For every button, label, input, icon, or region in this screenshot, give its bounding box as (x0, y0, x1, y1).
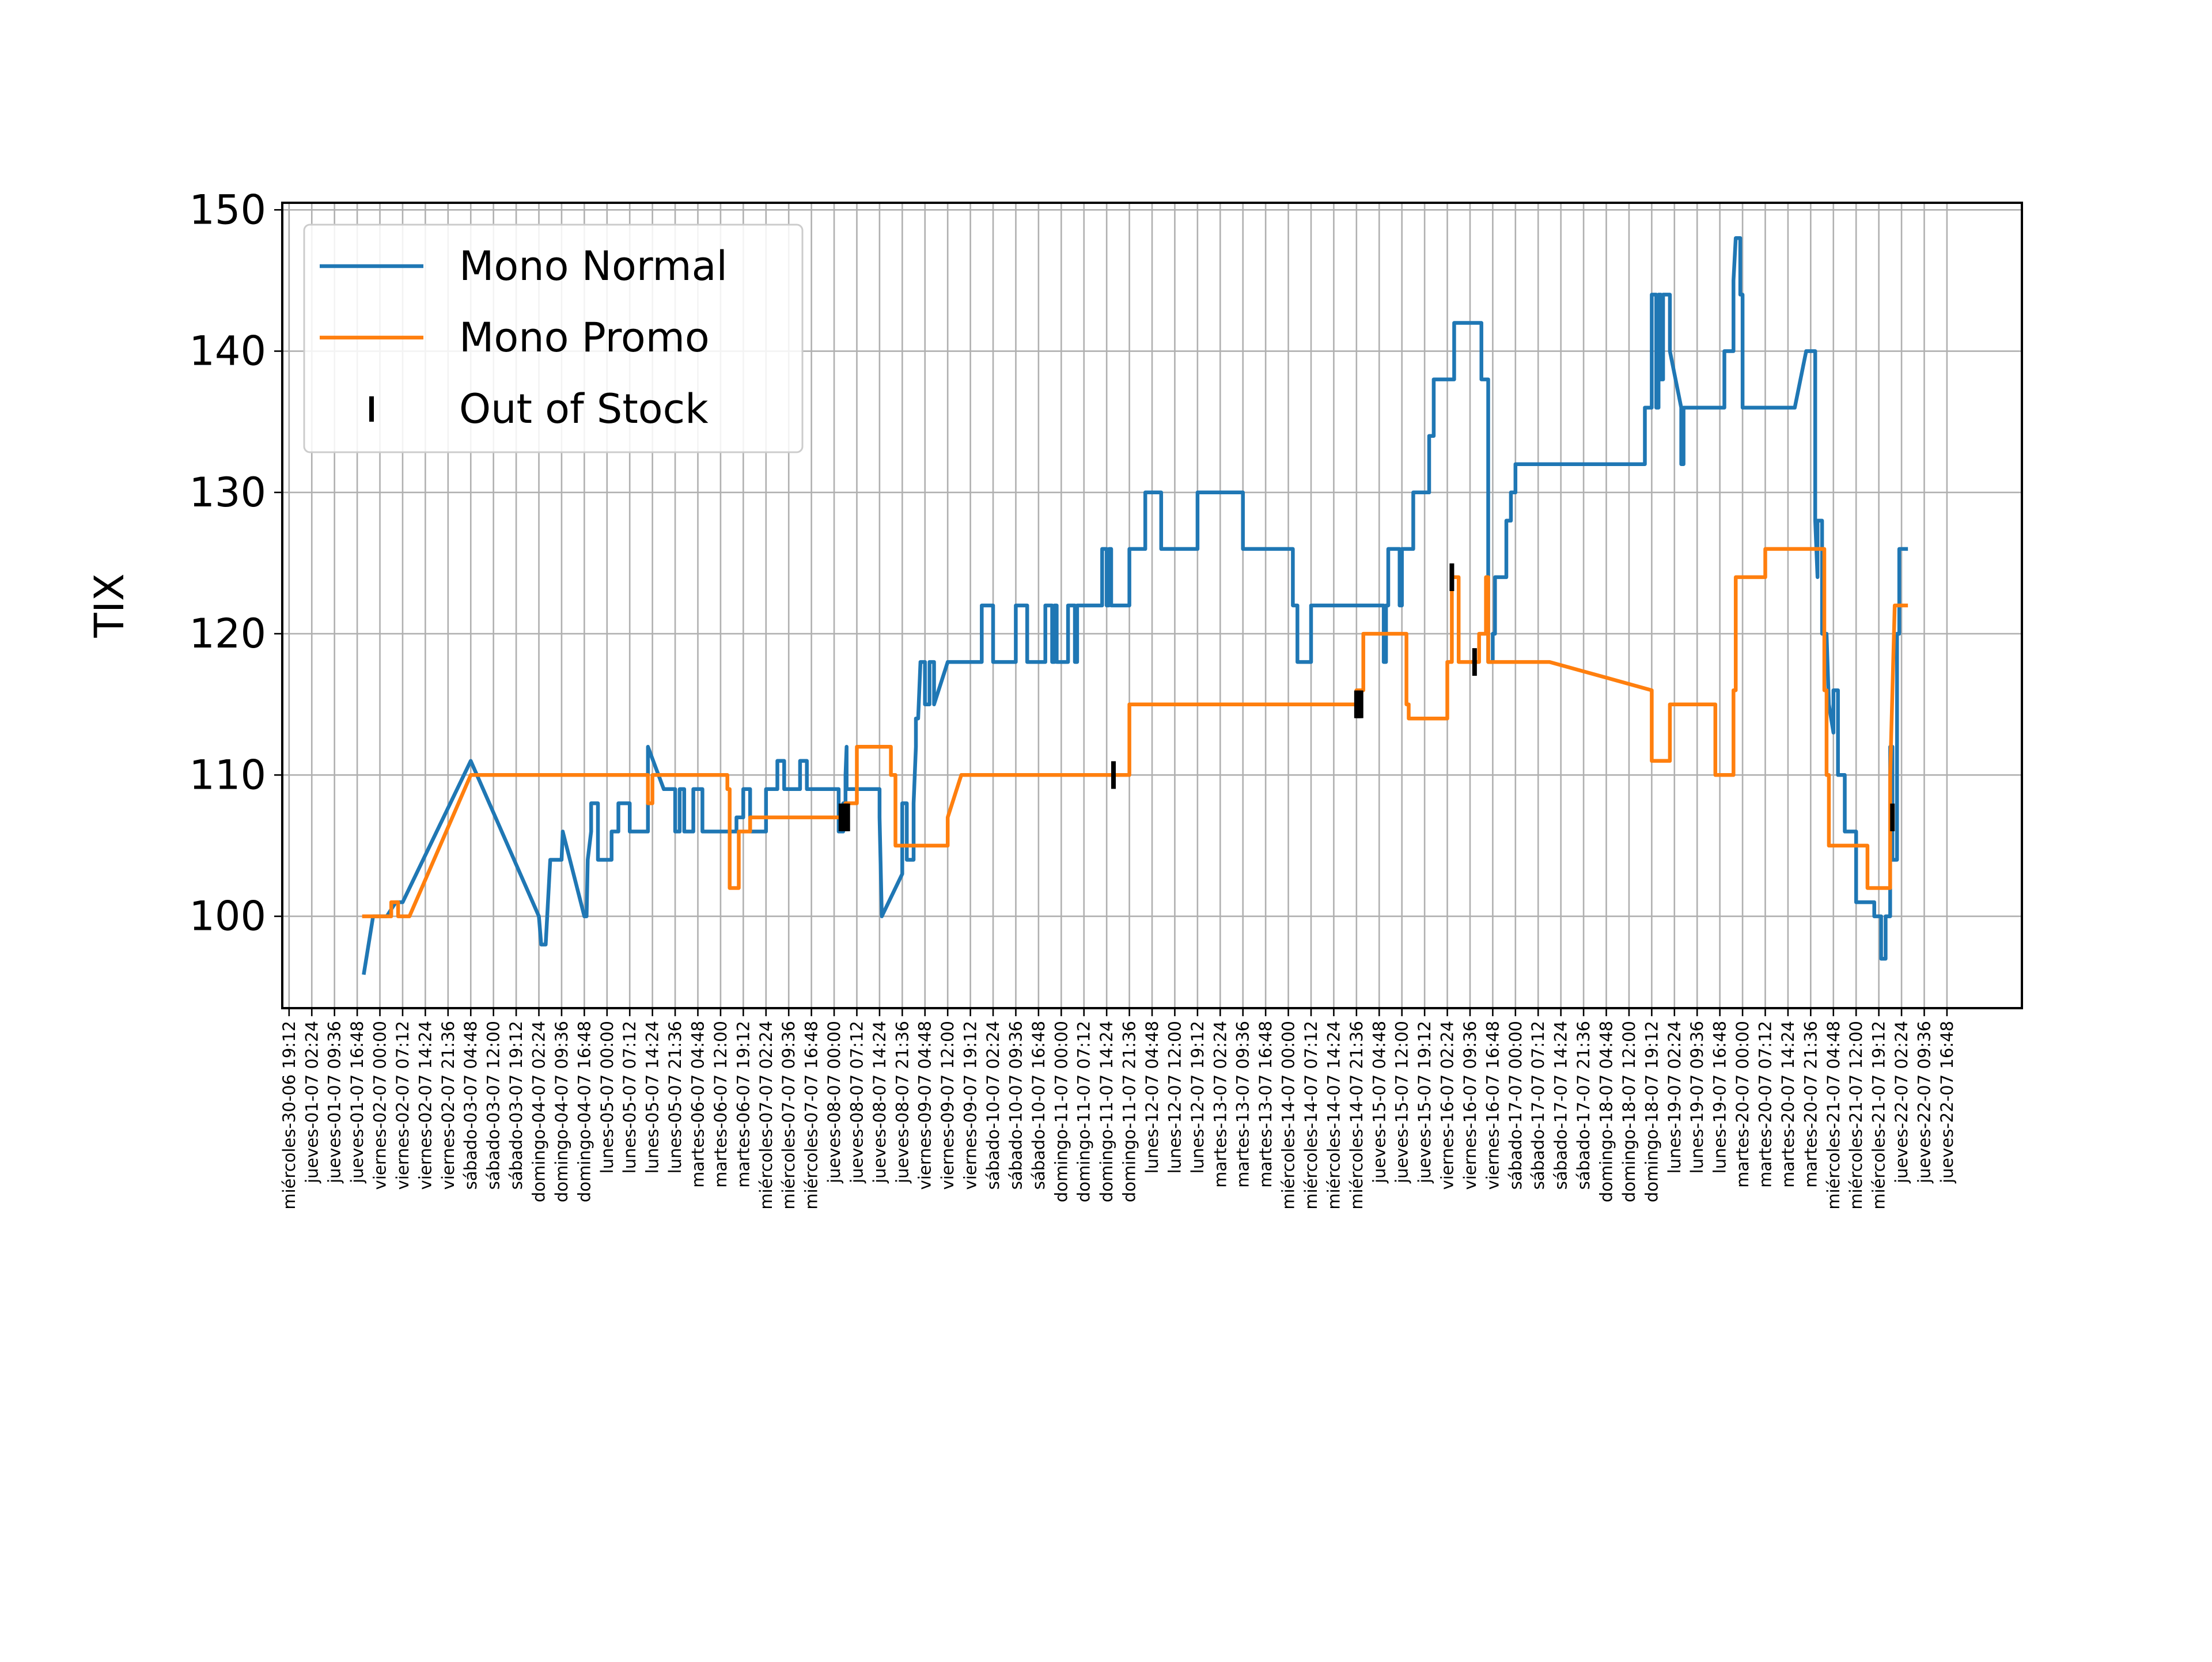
x-tick-label: sábado-10-07 16:48 (1029, 1021, 1048, 1190)
x-tick-label: miércoles-07-07 02:24 (756, 1021, 776, 1210)
x-tick-label: martes-06-07 04:48 (688, 1021, 707, 1188)
x-tick-label: viernes-16-07 09:36 (1460, 1021, 1480, 1190)
x-tick-label: jueves-15-07 04:48 (1369, 1021, 1389, 1184)
x-tick-label: viernes-02-07 21:36 (438, 1021, 458, 1190)
x-tick-label: martes-06-07 19:12 (733, 1021, 753, 1188)
x-tick-label: lunes-19-07 09:36 (1687, 1021, 1707, 1173)
x-tick-label: domingo-04-07 09:36 (552, 1021, 571, 1202)
x-tick-label: domingo-11-07 00:00 (1051, 1021, 1071, 1202)
x-tick-label: domingo-11-07 21:36 (1120, 1021, 1139, 1202)
x-tick-label: lunes-05-07 21:36 (665, 1021, 685, 1173)
x-tick-label: sábado-17-07 00:00 (1506, 1021, 1525, 1190)
x-tick-label: viernes-09-07 19:12 (961, 1021, 980, 1190)
x-tick-label: sábado-17-07 21:36 (1574, 1021, 1593, 1190)
x-tick-label: viernes-02-07 07:12 (393, 1021, 412, 1190)
x-tick-label: lunes-12-07 04:48 (1142, 1021, 1162, 1173)
x-tick-label: jueves-22-07 02:24 (1892, 1021, 1911, 1184)
y-axis: 100 110 120 130 140 150 (189, 186, 282, 940)
x-tick-label: domingo-11-07 07:12 (1074, 1021, 1094, 1202)
x-tick-label: sábado-10-07 02:24 (983, 1021, 1003, 1190)
x-tick-label: miércoles-07-07 09:36 (779, 1021, 798, 1210)
x-tick-label: jueves-01-07 16:48 (347, 1021, 367, 1184)
x-tick-label: lunes-12-07 12:00 (1165, 1021, 1184, 1173)
x-tick-label: martes-20-07 00:00 (1733, 1021, 1752, 1188)
x-tick-label: miércoles-21-07 04:48 (1824, 1021, 1843, 1210)
x-tick-label: sábado-17-07 07:12 (1528, 1021, 1548, 1190)
x-tick-label: sábado-03-07 19:12 (506, 1021, 526, 1190)
x-tick-label: miércoles-30-06 19:12 (279, 1021, 299, 1210)
x-tick-label: sábado-17-07 14:24 (1551, 1021, 1571, 1190)
x-tick-label: viernes-09-07 04:48 (915, 1021, 935, 1190)
legend-label-mono-promo: Mono Promo (459, 314, 710, 361)
y-tick-label: 140 (189, 328, 266, 375)
x-tick-label: domingo-04-07 02:24 (529, 1021, 549, 1202)
x-tick-label: lunes-05-07 07:12 (620, 1021, 639, 1173)
x-tick-label: jueves-01-07 02:24 (302, 1021, 321, 1184)
series-line-mono-promo (362, 547, 1908, 918)
y-tick-label: 130 (189, 469, 266, 516)
x-tick-label: jueves-08-07 07:12 (847, 1021, 866, 1184)
x-tick-label: viernes-02-07 00:00 (370, 1021, 390, 1190)
x-tick-label: sábado-03-07 04:48 (461, 1021, 480, 1190)
x-tick-label: miércoles-14-07 14:24 (1324, 1021, 1343, 1210)
x-tick-label: martes-20-07 14:24 (1778, 1021, 1798, 1188)
x-tick-label: domingo-18-07 04:48 (1597, 1021, 1616, 1202)
x-tick-label: miércoles-21-07 12:00 (1846, 1021, 1866, 1210)
x-tick-label: viernes-09-07 12:00 (938, 1021, 957, 1190)
x-tick-label: lunes-19-07 02:24 (1665, 1021, 1684, 1173)
legend-label-out-of-stock: Out of Stock (459, 385, 709, 433)
x-axis: miércoles-30-06 19:12 jueves-01-07 02:24 j… (279, 1008, 1957, 1210)
x-tick-label: martes-13-07 02:24 (1210, 1021, 1230, 1188)
x-tick-label: miércoles-21-07 19:12 (1869, 1021, 1889, 1210)
x-tick-label: martes-06-07 12:00 (711, 1021, 730, 1188)
y-tick-label: 120 (189, 610, 266, 657)
x-tick-label: lunes-19-07 16:48 (1710, 1021, 1730, 1173)
legend-label-mono-normal: Mono Normal (459, 243, 728, 290)
x-tick-label: sábado-03-07 12:00 (484, 1021, 503, 1190)
x-tick-label: martes-20-07 21:36 (1801, 1021, 1820, 1188)
y-tick-label: 110 (189, 751, 266, 798)
x-tick-label: miércoles-14-07 21:36 (1347, 1021, 1366, 1210)
x-tick-label: martes-13-07 16:48 (1256, 1021, 1275, 1188)
series-layer (362, 236, 1908, 975)
x-tick-label: domingo-18-07 12:00 (1619, 1021, 1639, 1202)
x-tick-label: lunes-05-07 14:24 (643, 1021, 662, 1173)
x-tick-label: viernes-16-07 16:48 (1483, 1021, 1502, 1190)
x-tick-label: miércoles-14-07 07:12 (1301, 1021, 1321, 1210)
x-tick-label: jueves-08-07 14:24 (870, 1021, 889, 1184)
x-tick-label: jueves-08-07 21:36 (892, 1021, 912, 1184)
x-tick-label: domingo-04-07 16:48 (574, 1021, 594, 1202)
y-tick-label: 150 (189, 186, 266, 233)
x-tick-label: lunes-05-07 00:00 (597, 1021, 617, 1173)
y-tick-label: 100 (189, 893, 266, 940)
y-axis-label: TIX (86, 573, 133, 638)
x-tick-label: jueves-01-07 09:36 (325, 1021, 344, 1184)
x-tick-label: martes-20-07 07:12 (1755, 1021, 1775, 1188)
x-tick-label: domingo-18-07 19:12 (1642, 1021, 1661, 1202)
x-tick-label: viernes-02-07 14:24 (415, 1021, 435, 1190)
series-line-mono-normal (362, 236, 1908, 975)
x-tick-label: domingo-11-07 14:24 (1097, 1021, 1116, 1202)
x-tick-label: miércoles-14-07 00:00 (1279, 1021, 1298, 1210)
x-tick-label: lunes-12-07 19:12 (1188, 1021, 1207, 1173)
x-tick-label: sábado-10-07 09:36 (1006, 1021, 1025, 1190)
x-tick-label: jueves-22-07 16:48 (1937, 1021, 1957, 1184)
legend-box (303, 224, 804, 453)
x-tick-label: jueves-15-07 12:00 (1392, 1021, 1412, 1184)
legend: Mono Normal Mono Promo Out of Stock (303, 224, 804, 453)
x-tick-label: viernes-16-07 02:24 (1438, 1021, 1457, 1190)
x-tick-label: jueves-22-07 09:36 (1914, 1021, 1934, 1184)
x-tick-label: martes-13-07 09:36 (1233, 1021, 1253, 1188)
x-tick-label: jueves-08-07 00:00 (824, 1021, 844, 1184)
x-tick-label: miércoles-07-07 16:48 (802, 1021, 821, 1210)
x-tick-label: jueves-15-07 19:12 (1415, 1021, 1434, 1184)
out-of-stock-layer (838, 563, 1895, 831)
